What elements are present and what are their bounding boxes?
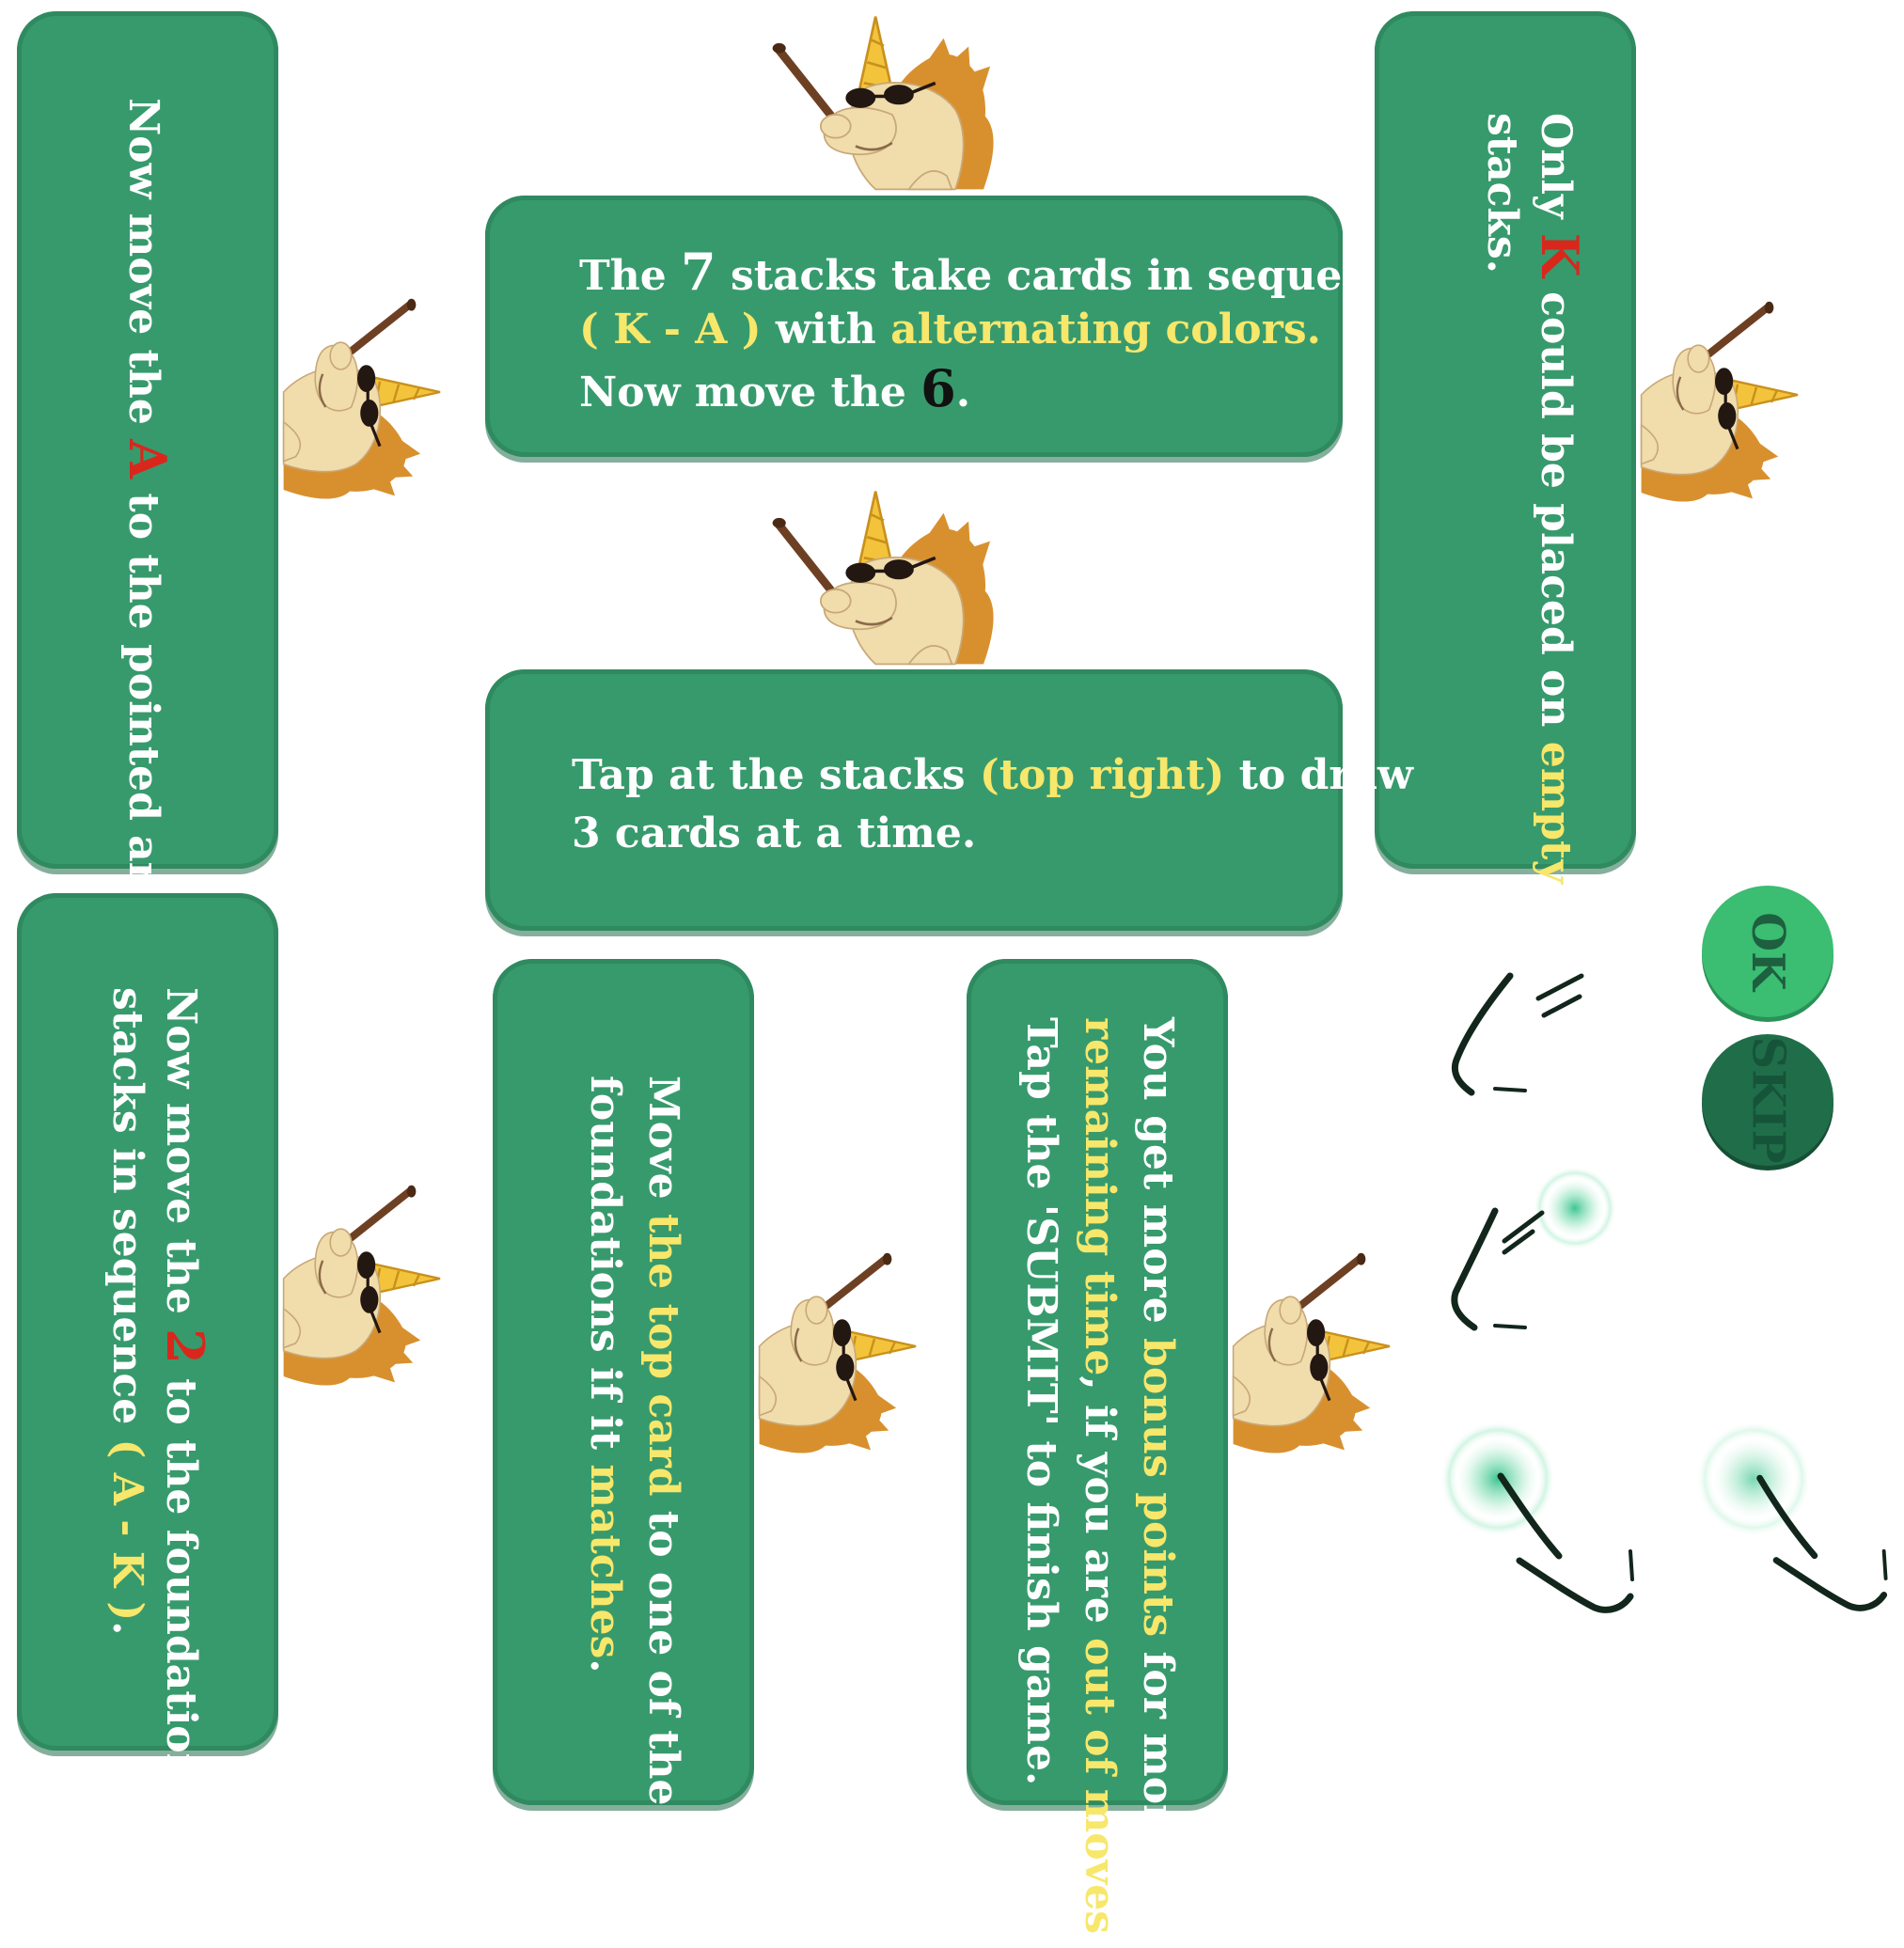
skip-button[interactable]: SKIP [1702, 1034, 1833, 1166]
hint-panel-move-ace: Now move the A to the pointed area. [17, 11, 278, 951]
hint-text-seven-stacks-line2: ( K - A ) with alternating colors. [579, 306, 1321, 353]
hint-text-bonus-line1: You get more bonus points for more [1134, 1017, 1182, 1853]
hint-text-draw-cards-line2: 3 cards at a time. [572, 809, 977, 857]
hint-panel-king-empty: Only K could be placed on empty stacks. [1375, 11, 1636, 884]
hint-panel-foundation: Now move the 2 to the foundation stacks … [17, 893, 278, 1783]
tap-glow-icon [1430, 1411, 1566, 1547]
hand-pointer-icon [1451, 972, 1584, 1096]
hint-text-bonus-line2: remaining time, if you are out of moves, [1076, 1017, 1124, 1948]
hand-press-icon [1756, 1474, 1888, 1611]
hint-panel-bonus: You get more bonus points for more remai… [967, 959, 1228, 1948]
unicorn-mascot-icon [743, 0, 1025, 199]
unicorn-mascot-icon [252, 1145, 478, 1427]
hint-text-foundation-line2: stacks in sequence ( A - K ). [103, 987, 151, 1636]
hint-panel-draw-cards: Tap at the stacks (top right) to draw 3 … [485, 669, 1413, 931]
tap-glow-icon [1686, 1411, 1821, 1547]
unicorn-mascot-icon [1610, 261, 1835, 543]
tap-glow-icon [1526, 1159, 1624, 1257]
unicorn-mascot-icon [728, 1213, 953, 1495]
unicorn-mascot-icon [1202, 1213, 1427, 1495]
hand-tap-icon [1451, 1207, 1545, 1331]
unicorn-mascot-icon [252, 259, 478, 541]
ok-button[interactable]: OK [1702, 886, 1833, 1017]
hint-text-seven-stacks-line3: Now move the 6. [579, 358, 971, 418]
hint-text-king-empty-line1: Only K could be placed on empty [1530, 113, 1590, 884]
hint-text-bonus-line3: Tap the 'SUBMIT' to finish game. [1017, 1017, 1065, 1786]
hint-text-move-ace: Now move the A to the pointed area. [118, 98, 178, 951]
hint-panel-seven-stacks: The 7 stacks take cards in sequence ( K … [485, 196, 1424, 457]
hint-text-draw-cards-line1: Tap at the stacks (top right) to draw [572, 751, 1413, 799]
hint-text-seven-stacks-line1: The 7 stacks take cards in sequence [579, 242, 1424, 302]
hint-text-king-empty-line2: stacks. [1478, 113, 1526, 274]
hint-panel-top-card: Move the top card to one of the foundati… [493, 959, 754, 1805]
unicorn-mascot-icon [743, 475, 1025, 674]
hint-text-foundation-line1: Now move the 2 to the foundation [155, 987, 215, 1783]
hint-text-top-card-line1: Move the top card to one of the [639, 1076, 687, 1806]
hand-press-icon [1497, 1472, 1634, 1613]
hint-text-top-card-line2: foundations if it matches. [581, 1076, 629, 1673]
